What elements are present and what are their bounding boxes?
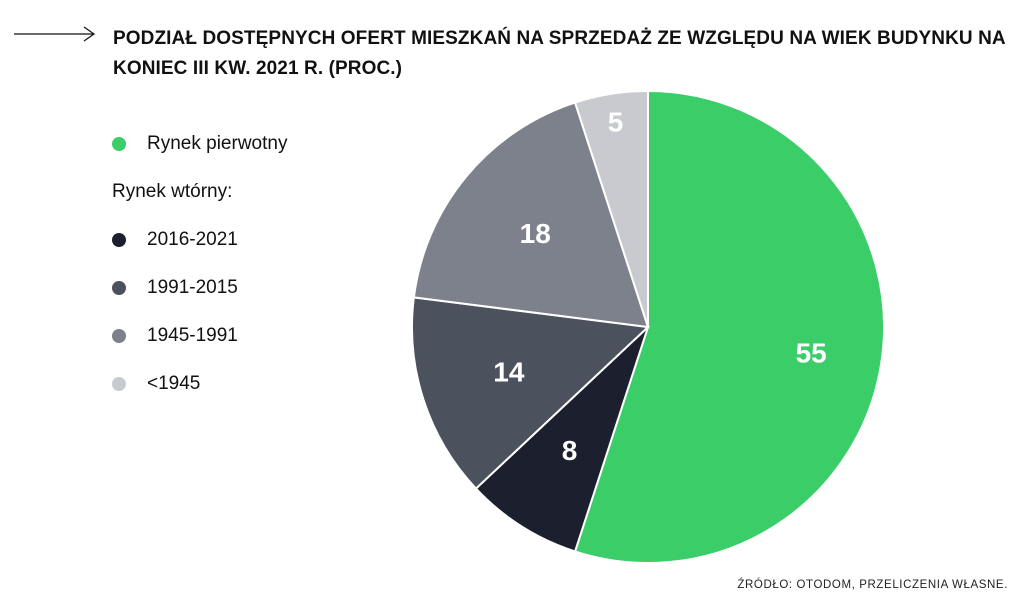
legend-label: 1991-2015 [147,277,238,298]
pie-slice [573,89,885,564]
legend-item-1945-1991: 1945-1991 [112,322,287,350]
legend-marker [112,233,126,247]
legend-item-primary: Rynek pierwotny [112,130,287,158]
data-label: 55 [796,337,827,368]
chart-title: PODZIAŁ DOSTĘPNYCH OFERT MIESZKAŃ NA SPR… [113,28,1006,79]
legend-label: <1945 [147,373,201,394]
arrow-right-icon [14,26,96,42]
legend-item-pre-1945: <1945 [112,370,287,398]
legend-label: 1945-1991 [147,325,238,346]
pie-slice [411,296,651,490]
data-label: 18 [520,218,551,249]
data-label: 5 [608,106,624,137]
legend-secondary-heading: Rynek wtórny: [112,181,233,202]
source-note: ŹRÓDŁO: OTODOM, PRZELICZENIA WŁASNE. [737,579,1008,591]
legend-marker [112,281,126,295]
data-label: 8 [562,435,578,466]
legend-item-2016-2021: 2016-2021 [112,226,287,254]
legend: Rynek pierwotny Rynek wtórny: 2016-2021 … [112,130,287,398]
pie-slice [474,326,649,553]
pie-slice [412,101,650,329]
legend-item-1991-2015: 1991-2015 [112,274,287,302]
legend-marker [112,329,126,343]
data-label: 14 [493,357,525,388]
legend-marker [112,377,126,391]
legend-label: Rynek pierwotny [147,133,288,154]
legend-marker [112,137,126,151]
pie-slice [573,89,649,328]
legend-label: 2016-2021 [147,229,238,250]
